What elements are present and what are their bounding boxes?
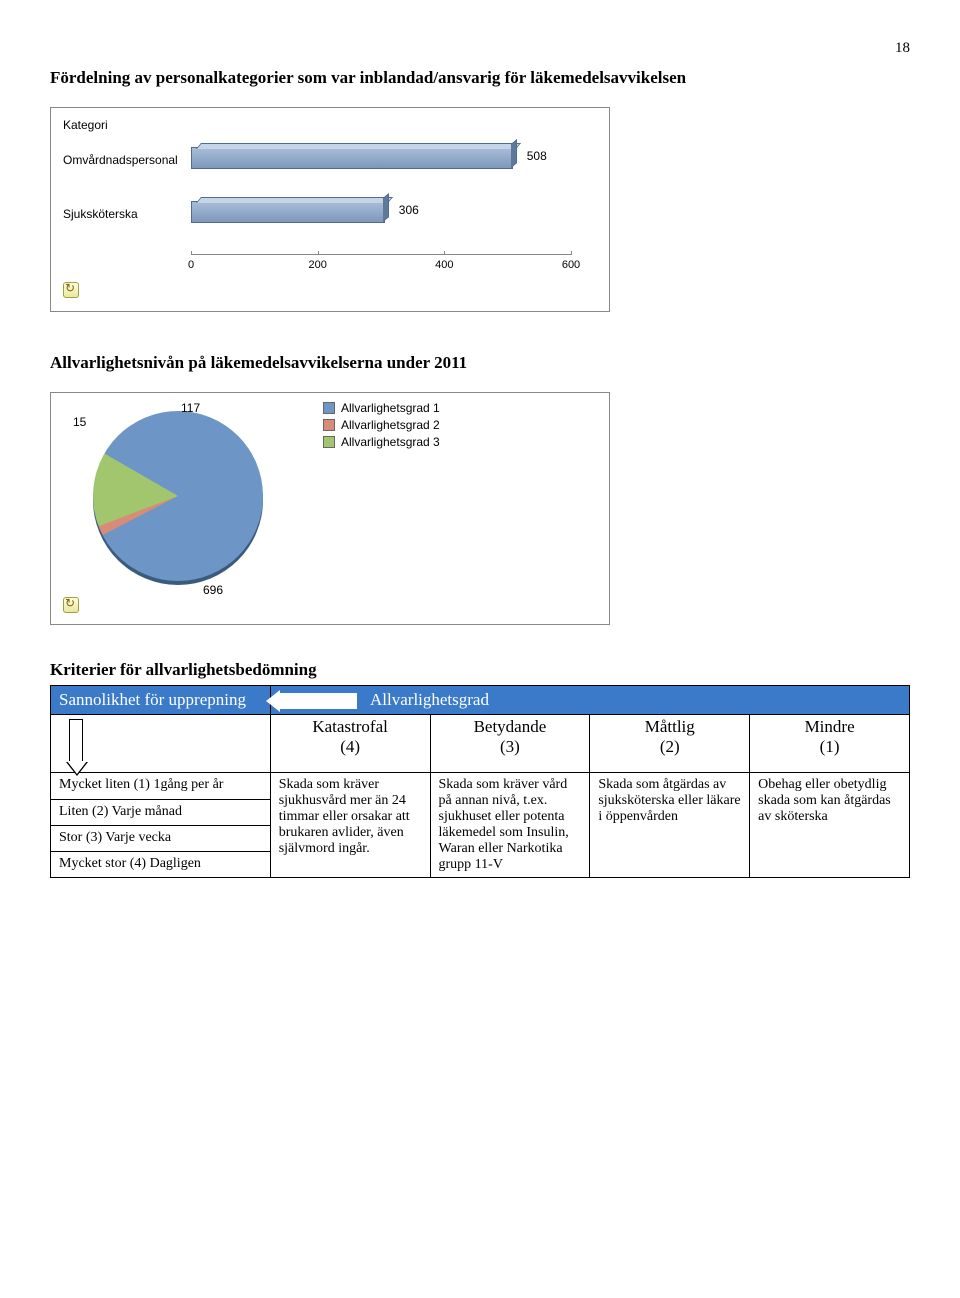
- refresh-icon[interactable]: [63, 597, 79, 613]
- legend-label: Allvarlighetsgrad 2: [341, 418, 440, 432]
- heading-1: Fördelning av personalkategorier som var…: [50, 67, 910, 89]
- table-body-cell: Skada som kräver sjukhusvård mer än 24 t…: [270, 773, 430, 878]
- pie-slice-value: 15: [73, 415, 86, 429]
- pie-slice-value: 117: [181, 401, 200, 415]
- x-tick-label: 600: [562, 259, 580, 271]
- table-col-header: Katastrofal(4): [270, 715, 430, 773]
- table-body-cell: Obehag eller obetydlig skada som kan åtg…: [750, 773, 910, 878]
- x-tick-label: 400: [435, 259, 453, 271]
- bar-label: Omvårdnadspersonal: [63, 153, 191, 167]
- table-col-header: Måttlig(2): [590, 715, 750, 773]
- pie-chart: 69615117 Allvarlighetsgrad 1Allvarlighet…: [50, 392, 610, 625]
- table-header-right: Allvarlighetsgrad: [270, 686, 909, 715]
- heading-2: Allvarlighetsnivån på läkemedelsavvikels…: [50, 352, 910, 374]
- bar-row: Sjuksköterska 306: [63, 200, 573, 228]
- header-right-text: Allvarlighetsgrad: [370, 690, 489, 709]
- page-number: 18: [50, 40, 910, 57]
- refresh-icon[interactable]: [63, 282, 79, 298]
- table-col-header: Betydande(3): [430, 715, 590, 773]
- x-tick-label: 0: [188, 259, 194, 271]
- legend-label: Allvarlighetsgrad 3: [341, 435, 440, 449]
- criteria-table: Sannolikhet för upprepning Allvarlighets…: [50, 685, 910, 878]
- legend-swatch: [323, 419, 335, 431]
- bar-row: Omvårdnadspersonal 508: [63, 146, 573, 174]
- legend-swatch: [323, 402, 335, 414]
- bar-chart: Kategori Omvårdnadspersonal 508 Sjuksköter…: [50, 107, 610, 312]
- pie-circle: [93, 411, 263, 581]
- table-left-cell: Mycket liten (1) 1gång per år: [51, 773, 271, 799]
- legend-row: Allvarlighetsgrad 1: [323, 401, 440, 415]
- x-tick-label: 200: [308, 259, 326, 271]
- table-body-cell: Skada som åtgärdas av sjuksköterska elle…: [590, 773, 750, 878]
- legend-row: Allvarlighetsgrad 3: [323, 435, 440, 449]
- left-arrow-icon: [279, 693, 357, 709]
- table-header-left: Sannolikhet för upprepning: [51, 686, 271, 715]
- table-col-header: Mindre(1): [750, 715, 910, 773]
- down-arrow-icon: [69, 719, 83, 763]
- bar: [191, 201, 385, 223]
- pie-legend: Allvarlighetsgrad 1 Allvarlighetsgrad 2 Al…: [323, 401, 440, 452]
- table-left-cell: Mycket stor (4) Dagligen: [51, 852, 271, 878]
- table-left-cell: Liten (2) Varje månad: [51, 799, 271, 825]
- table-left-cell: Stor (3) Varje vecka: [51, 825, 271, 851]
- pie-slice-value: 696: [203, 583, 223, 597]
- legend-swatch: [323, 436, 335, 448]
- legend-label: Allvarlighetsgrad 1: [341, 401, 440, 415]
- bar-value: 508: [527, 149, 547, 163]
- bar: [191, 147, 513, 169]
- y-axis-title: Kategori: [63, 118, 597, 132]
- table-body-cell: Skada som kräver vård på annan nivå, t.e…: [430, 773, 590, 878]
- bar-label: Sjuksköterska: [63, 207, 191, 221]
- bar-value: 306: [399, 203, 419, 217]
- heading-3: Kriterier för allvarlighetsbedömning: [50, 659, 910, 681]
- legend-row: Allvarlighetsgrad 2: [323, 418, 440, 432]
